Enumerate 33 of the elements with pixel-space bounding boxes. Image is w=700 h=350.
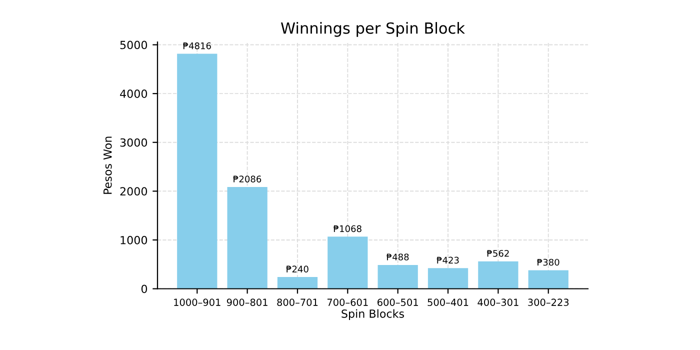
data-label: ₱562	[487, 250, 509, 257]
data-label: ₱1068	[334, 225, 362, 232]
x-tick-label: 300–223	[528, 298, 569, 306]
bar	[428, 268, 468, 289]
y-tick-label: 2000	[120, 187, 148, 196]
x-tick-label: 900–801	[226, 298, 268, 306]
bar	[528, 270, 568, 289]
y-tick-label: 5000	[120, 40, 148, 50]
x-tick-label: 400–301	[478, 298, 518, 306]
data-label: ₱423	[436, 256, 459, 264]
data-label: ₱2086	[233, 176, 262, 182]
y-tick-label: 0	[141, 284, 148, 294]
bar	[328, 236, 368, 289]
bar	[227, 186, 268, 289]
y-tick-label: 1000	[120, 236, 148, 244]
y-axis-title: Pesos Won	[104, 136, 112, 194]
data-label: ₱4816	[183, 42, 211, 50]
bar	[378, 264, 418, 289]
data-label: ₱240	[286, 266, 308, 273]
x-tick-label: 500–401	[428, 298, 468, 306]
bar	[277, 277, 318, 289]
x-axis-title: Spin Blocks	[342, 309, 404, 320]
bar	[177, 54, 218, 289]
x-tick-label: 800–701	[277, 298, 318, 306]
chart-title: Winnings per Spin Block	[280, 22, 465, 37]
data-label: ₱380	[537, 258, 560, 266]
x-tick-label: 700–601	[327, 298, 368, 306]
data-label: ₱488	[386, 254, 409, 260]
y-tick-label: 4000	[120, 90, 148, 98]
y-tick-label: 3000	[120, 138, 148, 147]
x-tick-label: 1000–901	[174, 298, 220, 306]
bar	[478, 261, 518, 289]
x-tick-label: 600–501	[378, 298, 418, 306]
